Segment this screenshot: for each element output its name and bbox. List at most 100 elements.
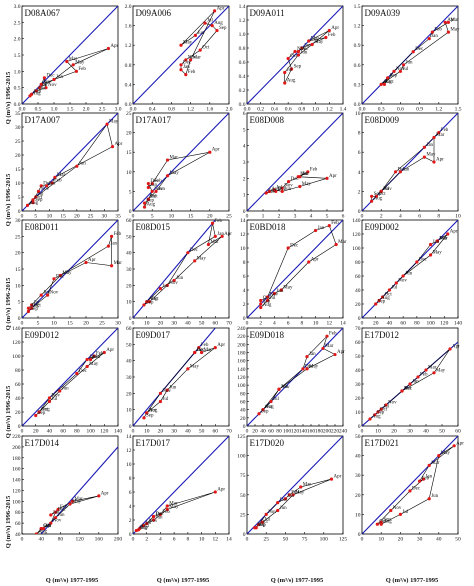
data-point [368, 417, 372, 421]
point-label: Sep [147, 199, 155, 204]
plot-area [247, 220, 343, 318]
y-tick-label: 0 [358, 316, 361, 322]
point-label: Aug [372, 415, 381, 420]
point-label: May [283, 286, 293, 291]
panel-title: D09A006 [136, 8, 172, 18]
x-tick-label: 3 [294, 214, 297, 220]
y-tick-label: 0 [129, 532, 132, 538]
y-tick-label: 6 [243, 274, 246, 280]
y-tick-label: 6 [129, 490, 132, 496]
x-tick-label: 14 [340, 321, 346, 327]
y-tick-label: 4 [358, 170, 361, 176]
data-point [291, 493, 295, 497]
point-label: Mar [439, 237, 448, 242]
data-point [151, 514, 156, 519]
x-tick-label: 40 [185, 429, 191, 435]
point-label: Dec [79, 369, 88, 374]
point-label: Dec [280, 498, 289, 503]
y-tick-label: 2 [243, 176, 246, 182]
y-tick-label: 50 [126, 234, 132, 240]
x-tick-label: 60 [400, 321, 406, 327]
point-label: Aug [271, 187, 280, 192]
y-tick-label: 200 [12, 445, 21, 451]
point-label: Jul [383, 405, 389, 410]
x-tick-label: 70 [226, 429, 232, 435]
y-tick-label: 80 [240, 391, 246, 397]
y-tick-label: 10 [240, 246, 246, 252]
y-tick-label: 140 [237, 367, 246, 373]
point-label: Jan [53, 510, 60, 515]
data-point [172, 278, 176, 283]
y-tick-label: 50 [126, 342, 132, 348]
data-point [97, 494, 101, 498]
point-label: Feb [201, 343, 209, 348]
x-tick-label: 12 [327, 321, 333, 327]
x-tick-label: 0.0 [130, 107, 137, 113]
y-tick-label: 0.0 [239, 102, 246, 108]
data-point [259, 302, 263, 306]
point-label: Dec [156, 512, 165, 517]
point-label: Apr [115, 142, 123, 147]
x-tick-label: 60 [455, 429, 461, 435]
point-label: Aug [32, 91, 41, 96]
point-label: Oct [34, 304, 42, 309]
plot-area [133, 436, 229, 534]
x-tick-label: 30 [417, 537, 423, 543]
data-point [210, 221, 215, 225]
panel-title: E17D017 [136, 438, 171, 448]
data-point [184, 73, 188, 77]
panel-title: D09A039 [365, 8, 401, 18]
x-tick-label: 80 [74, 429, 80, 435]
y-tick-label: 0.4 [125, 82, 132, 88]
x-tick-label: 0 [132, 321, 135, 327]
y-tick-label: 12 [126, 448, 132, 454]
point-label: Feb [114, 232, 122, 237]
x-tick-label: 0.0 [244, 107, 251, 113]
panel-18: 0 2 4 6 8 10 12 14 0 2 4 6 8 10 12 14 Jan Feb Mar Apr May Jun… [126, 434, 232, 543]
x-tick-label: 25 [88, 214, 94, 220]
x-tick-label: 125 [339, 537, 348, 543]
data-point [301, 367, 305, 371]
y-tick-label: 180 [12, 456, 21, 462]
data-point [85, 364, 89, 369]
data-point [394, 281, 398, 285]
x-tick-label: 160 [307, 429, 316, 435]
point-label: Dec [291, 177, 300, 182]
y-tick-label: 40 [126, 359, 132, 365]
x-tick-label: 1.2 [326, 107, 333, 113]
identity-line [133, 113, 229, 211]
y-tick-label: 25 [15, 139, 21, 145]
point-label: May [450, 28, 460, 33]
data-point [45, 184, 49, 188]
point-label: Apr [333, 475, 341, 480]
point-label: Jul [391, 286, 397, 291]
data-point [435, 239, 440, 243]
data-point [179, 43, 183, 47]
point-label: May [314, 40, 324, 45]
data-point [452, 444, 456, 448]
y-tick-label: 70 [355, 326, 361, 332]
plot-area [22, 113, 118, 211]
point-label: Nov [53, 519, 62, 524]
point-label: Apr [217, 488, 225, 493]
data-point [199, 350, 204, 355]
x-tick-label: 0.3 [378, 107, 385, 113]
y-tick-label: 8 [129, 476, 132, 482]
data-point [31, 198, 35, 202]
point-label: Mar [170, 156, 179, 161]
point-label: Feb [291, 490, 299, 495]
point-label: Jun [156, 516, 163, 521]
x-tick-label: 12 [213, 537, 219, 543]
point-label: Dec [398, 167, 407, 172]
point-label: Nov [149, 519, 158, 524]
x-tick-label: 2 [145, 537, 148, 543]
point-label: Jul [207, 19, 213, 24]
x-tick-label: 25 [226, 214, 232, 220]
data-point [150, 181, 154, 186]
y-tick-label: 2 [358, 189, 361, 195]
point-label: Sep [378, 300, 386, 305]
data-point [428, 242, 433, 247]
data-point [416, 375, 420, 379]
x-tick-label: 2.0 [226, 107, 233, 113]
